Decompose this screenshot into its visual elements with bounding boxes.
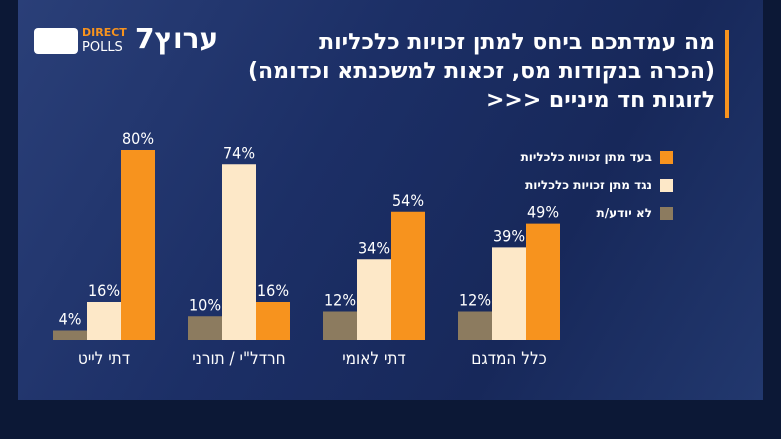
category-label: דתי לאומי [342,349,406,369]
bar [256,302,290,340]
legend-swatch [660,178,673,192]
value-label: 39% [493,226,525,245]
legend-label: לא יודע/ת [596,206,652,220]
value-label: 16% [257,281,289,300]
value-label: 34% [358,238,390,257]
value-label: 4% [59,310,82,329]
value-label: 12% [459,291,491,310]
legend-swatch [660,150,673,164]
bar [526,223,560,340]
bar [323,311,357,340]
title-line: מה עמדתכם ביחס למתן זכויות כלכליות [319,30,715,55]
category-label: חרדל"י / תורני [192,349,285,369]
value-label: 80% [122,129,154,148]
bar [357,259,391,340]
value-label: 49% [527,203,559,222]
bar [188,316,222,340]
value-label: 10% [189,295,221,314]
bar [458,311,492,340]
legend-item: לא יודע/ת [597,206,673,220]
legend-label: נגד מתן זכויות כלכליות [525,178,652,192]
legend-item: בעד מתן זכויות כלכליות [521,150,673,164]
logo-box [34,28,78,54]
logo-direct: DIRECT [82,26,127,39]
bar [87,302,121,340]
value-label: 54% [392,191,424,210]
category-label: כלל המדגם [471,349,547,369]
title-line: לזוגות חד מיניים <<< [485,88,715,113]
value-label: 12% [324,291,356,310]
logo-polls: POLLS [82,40,123,55]
title-line: (הכרה בנקודות מס, זכאות למשכנתא וכדומה) [247,59,715,84]
value-label: 16% [88,281,120,300]
legend-label: בעד מתן זכויות כלכליות [520,150,652,164]
legend-swatch [660,206,673,220]
value-label: 74% [223,143,255,162]
bar [121,150,155,340]
bar [492,247,526,340]
legend-item: נגד מתן זכויות כלכליות [525,178,673,192]
bar [222,164,256,340]
bar [391,211,425,340]
category-label: דתי לייט [78,349,130,369]
logo-channel: ערוץ7 [135,22,219,55]
title: מה עמדתכם ביחס למתן זכויות כלכליות (הכרה… [248,28,715,115]
title-accent [725,30,729,118]
bar [53,330,87,340]
